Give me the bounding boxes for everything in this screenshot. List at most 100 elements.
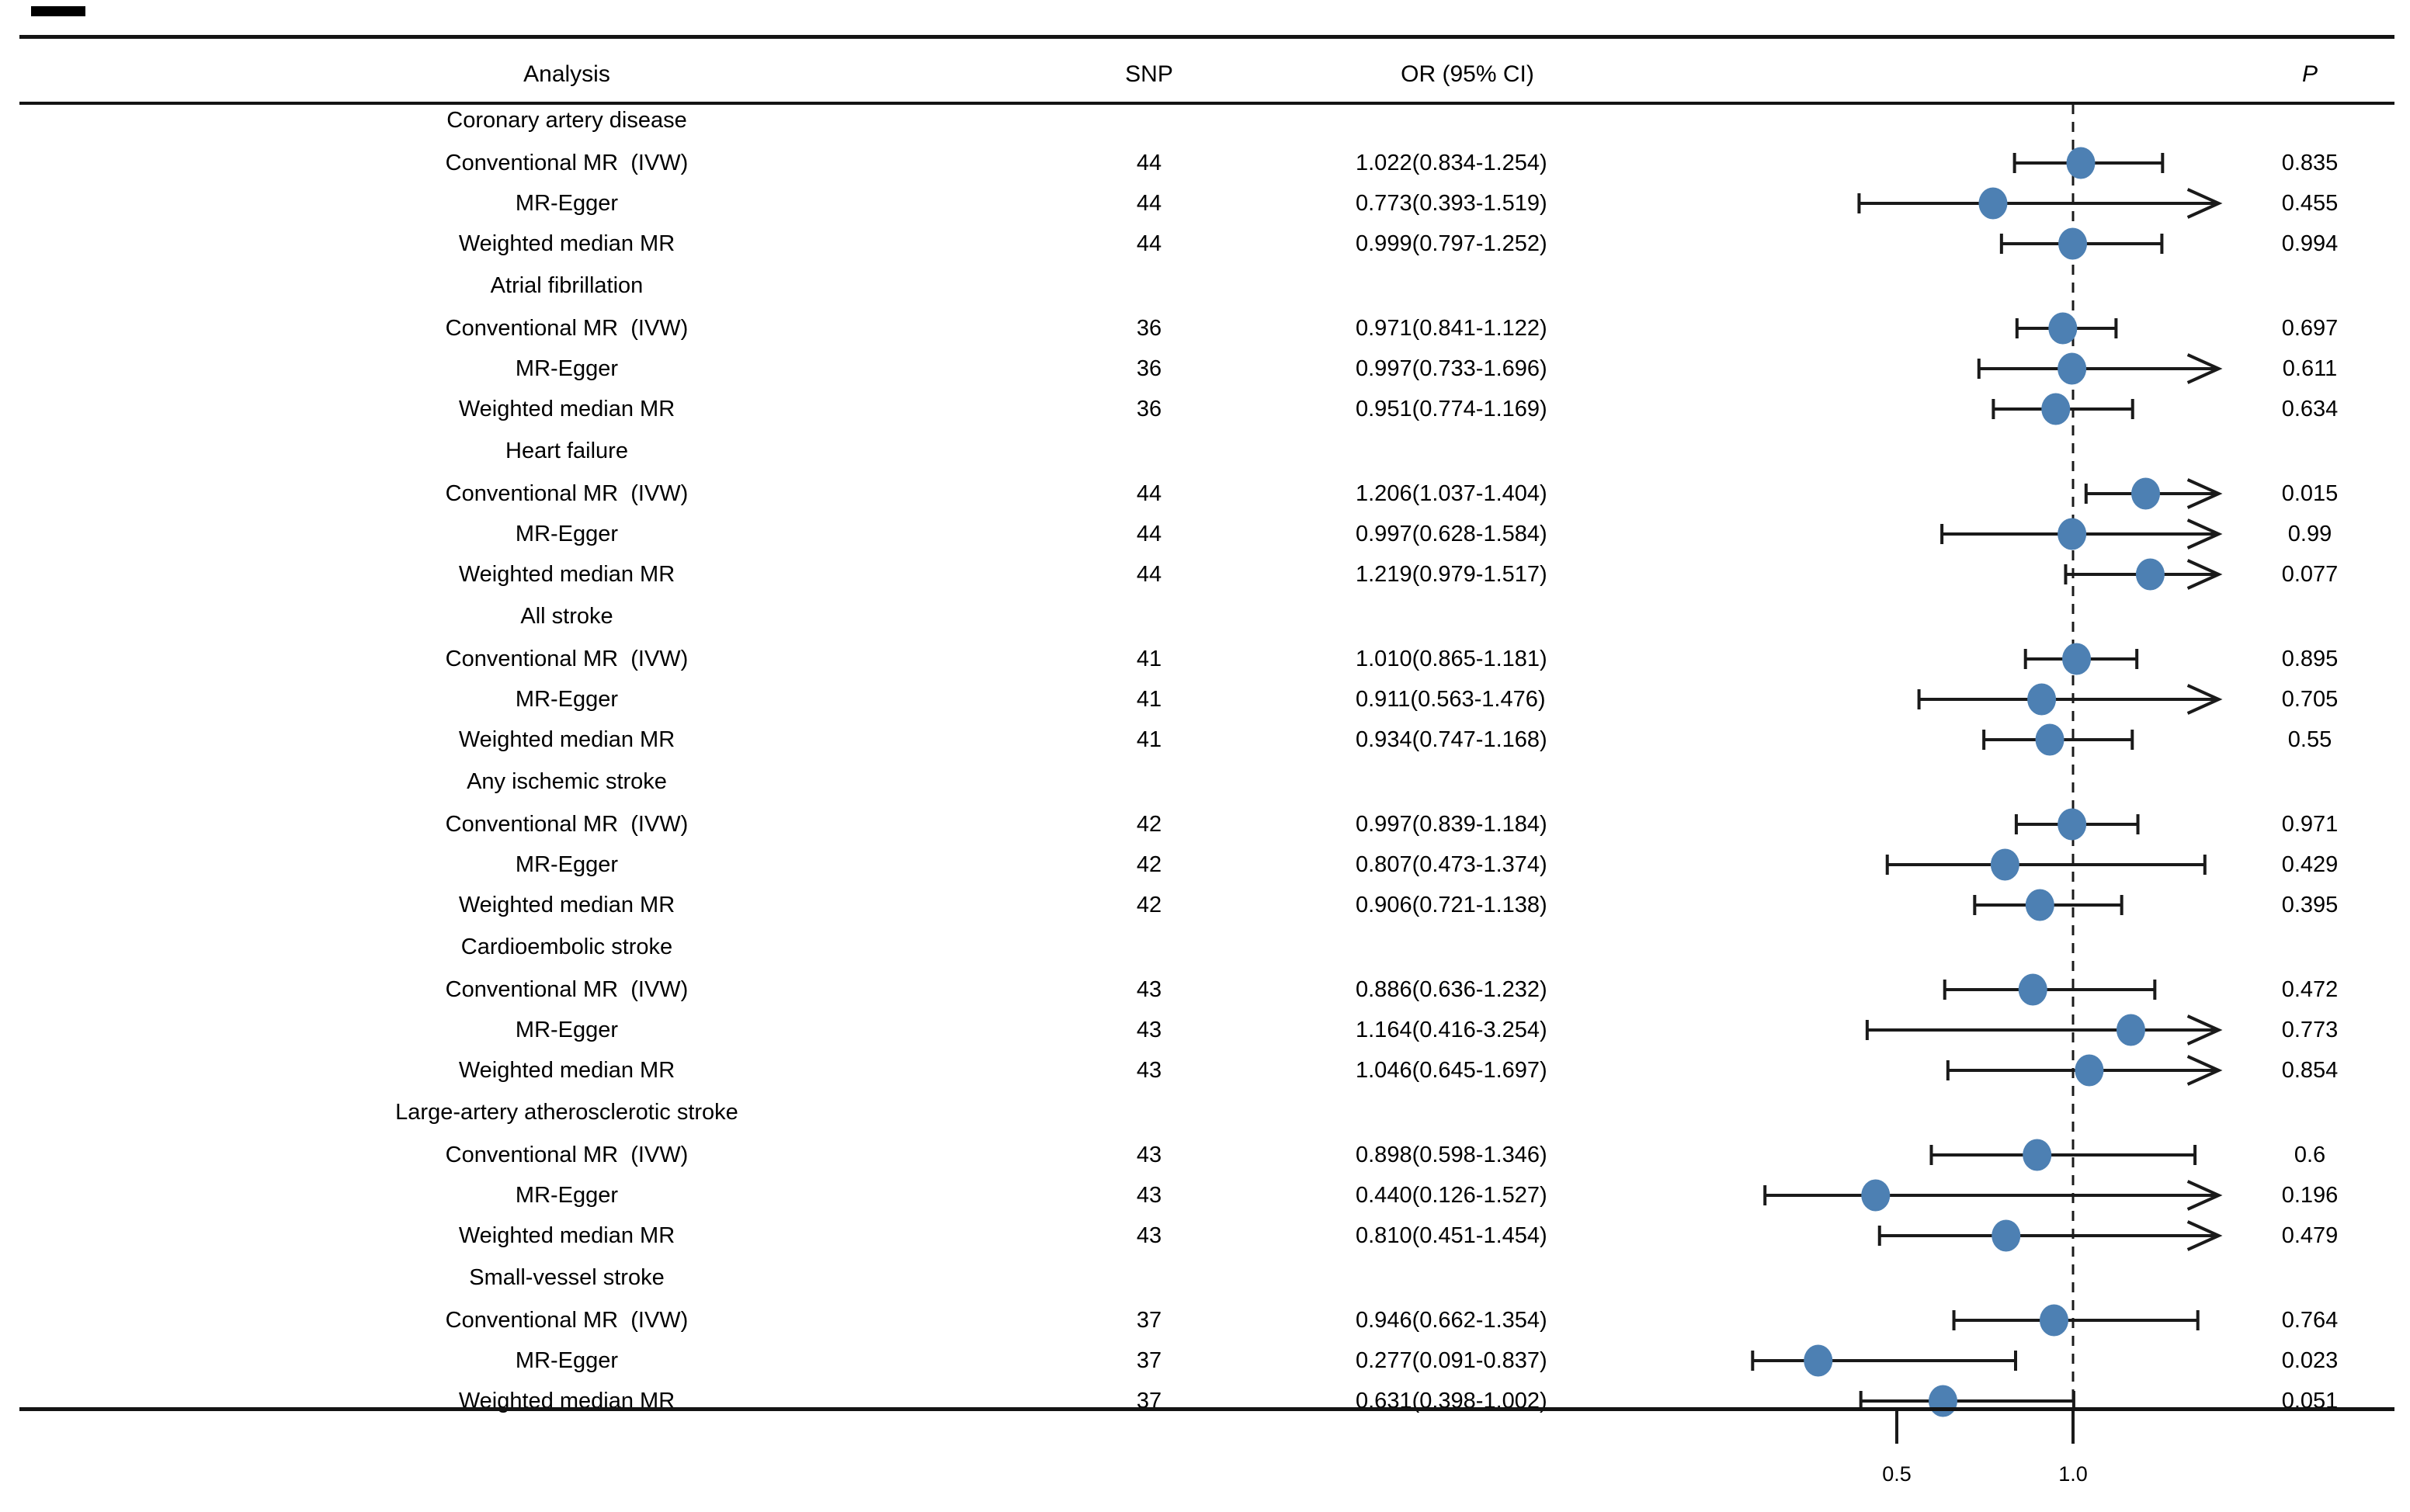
analysis-label: Conventional MR (IVW) [445,977,689,1002]
analysis-label: Weighted median MR [458,727,675,752]
point-estimate-marker [2062,643,2092,675]
point-estimate-marker [2058,227,2088,260]
ci-arrow-right [2186,353,2223,384]
point-estimate-marker [1978,187,2008,220]
point-estimate-marker [2066,147,2096,179]
point-estimate-marker [1804,1344,1833,1377]
data-row: Conventional MR (IVW) 43 0.898(0.598-1.346… [0,1135,2410,1175]
column-header-snp: SNP [1125,61,1173,87]
p-value: 0.395 [2281,893,2339,917]
or-ci-value: 0.997(0.733-1.696) [1356,356,1547,381]
point-estimate-marker [2025,889,2054,921]
analysis-label: Weighted median MR [458,1223,675,1248]
or-ci-value: 0.898(0.598-1.346) [1356,1143,1547,1167]
ci-arrow-right [2186,684,2223,715]
point-estimate-marker [1992,1219,2021,1252]
data-row: Conventional MR (IVW) 43 0.886(0.636-1.232… [0,969,2410,1010]
data-row: Conventional MR (IVW) 42 0.997(0.839-1.184… [0,804,2410,844]
point-estimate-marker [2027,683,2057,716]
snp-count: 41 [1136,647,1162,671]
group-label: Cardioembolic stroke [460,935,673,959]
group-header-row: Large-artery atherosclerotic stroke [0,1092,2410,1132]
snp-count: 37 [1136,1308,1162,1333]
p-value: 0.697 [2281,316,2339,341]
column-header-p: P [2301,61,2318,87]
data-row: Weighted median MR 36 0.951(0.774-1.169) 0.… [0,389,2410,429]
analysis-label: Weighted median MR [458,562,675,587]
p-value: 0.55 [2287,727,2332,752]
data-row: Weighted median MR 44 1.219(0.979-1.517) 0.… [0,554,2410,595]
data-row: MR-Egger 37 0.277(0.091-0.837) 0.023 [0,1340,2410,1381]
analysis-label: MR-Egger [515,852,619,877]
data-row: Conventional MR (IVW) 36 0.971(0.841-1.122… [0,308,2410,349]
analysis-label: MR-Egger [515,1183,619,1208]
p-value: 0.429 [2281,852,2339,877]
group-header-row: Cardioembolic stroke [0,927,2410,967]
p-value: 0.835 [2281,151,2339,175]
or-ci-value: 0.807(0.473-1.374) [1356,852,1547,877]
scan-artifact-mark [31,6,85,16]
snp-count: 43 [1136,1143,1162,1167]
p-value: 0.611 [2282,356,2338,381]
data-row: Conventional MR (IVW) 41 1.010(0.865-1.181… [0,639,2410,679]
table-rule-header-bottom [19,102,2394,105]
point-estimate-marker [2058,808,2087,841]
or-ci-value: 1.219(0.979-1.517) [1356,562,1547,587]
analysis-label: Weighted median MR [458,231,675,256]
snp-count: 44 [1136,191,1162,216]
analysis-label: MR-Egger [515,1018,619,1042]
or-ci-value: 0.999(0.797-1.252) [1356,231,1547,256]
snp-count: 43 [1136,1223,1162,1248]
snp-count: 43 [1136,1058,1162,1083]
or-ci-value: 0.886(0.636-1.232) [1356,977,1547,1002]
or-ci-value: 1.022(0.834-1.254) [1356,151,1547,175]
analysis-label: Conventional MR (IVW) [445,647,689,671]
or-ci-value: 0.440(0.126-1.527) [1356,1183,1547,1208]
analysis-label: Weighted median MR [458,893,675,917]
or-ci-value: 0.951(0.774-1.169) [1356,397,1547,421]
analysis-label: Conventional MR (IVW) [445,481,689,506]
data-row: MR-Egger 44 0.997(0.628-1.584) 0.99 [0,514,2410,554]
table-rule-top [19,35,2394,39]
snp-count: 44 [1136,481,1162,506]
snp-count: 44 [1136,522,1162,546]
or-ci-value: 0.631(0.398-1.002) [1356,1389,1547,1413]
ci-arrow-right [2186,559,2223,590]
p-value: 0.705 [2281,687,2339,712]
group-label: Heart failure [505,439,628,463]
data-row: Weighted median MR 43 0.810(0.451-1.454) 0.… [0,1215,2410,1256]
x-axis-tick-label: 0.5 [1882,1462,1912,1486]
p-value: 0.994 [2281,231,2339,256]
snp-count: 36 [1136,397,1162,421]
analysis-label: MR-Egger [515,191,619,216]
snp-count: 41 [1136,687,1162,712]
or-ci-value: 0.773(0.393-1.519) [1356,191,1547,216]
analysis-label: MR-Egger [515,522,619,546]
group-label: Large-artery atherosclerotic stroke [395,1100,738,1125]
snp-count: 43 [1136,1183,1162,1208]
ci-arrow-right [2186,188,2223,219]
p-value: 0.472 [2281,977,2339,1002]
point-estimate-marker [2135,558,2165,591]
group-header-row: Coronary artery disease [0,100,2410,140]
analysis-label: Weighted median MR [458,1389,675,1413]
analysis-label: Conventional MR (IVW) [445,812,689,837]
point-estimate-marker [1990,848,2019,881]
ci-arrow-right [2186,1014,2223,1046]
data-row: MR-Egger 41 0.911(0.563-1.476) 0.705 [0,679,2410,720]
group-header-row: All stroke [0,596,2410,636]
ci-arrow-right [2186,1055,2223,1086]
data-row: Conventional MR (IVW) 44 1.206(1.037-1.404… [0,473,2410,514]
analysis-label: Weighted median MR [458,1058,675,1083]
snp-count: 37 [1136,1389,1162,1413]
snp-count: 42 [1136,852,1162,877]
snp-count: 44 [1136,151,1162,175]
snp-count: 42 [1136,893,1162,917]
data-row: Weighted median MR 41 0.934(0.747-1.168) 0.… [0,720,2410,760]
point-estimate-marker [2116,1014,2145,1046]
group-label: Coronary artery disease [446,108,687,133]
group-header-row: Small-vessel stroke [0,1257,2410,1298]
group-label: All stroke [520,604,613,629]
data-row: MR-Egger 44 0.773(0.393-1.519) 0.455 [0,183,2410,224]
